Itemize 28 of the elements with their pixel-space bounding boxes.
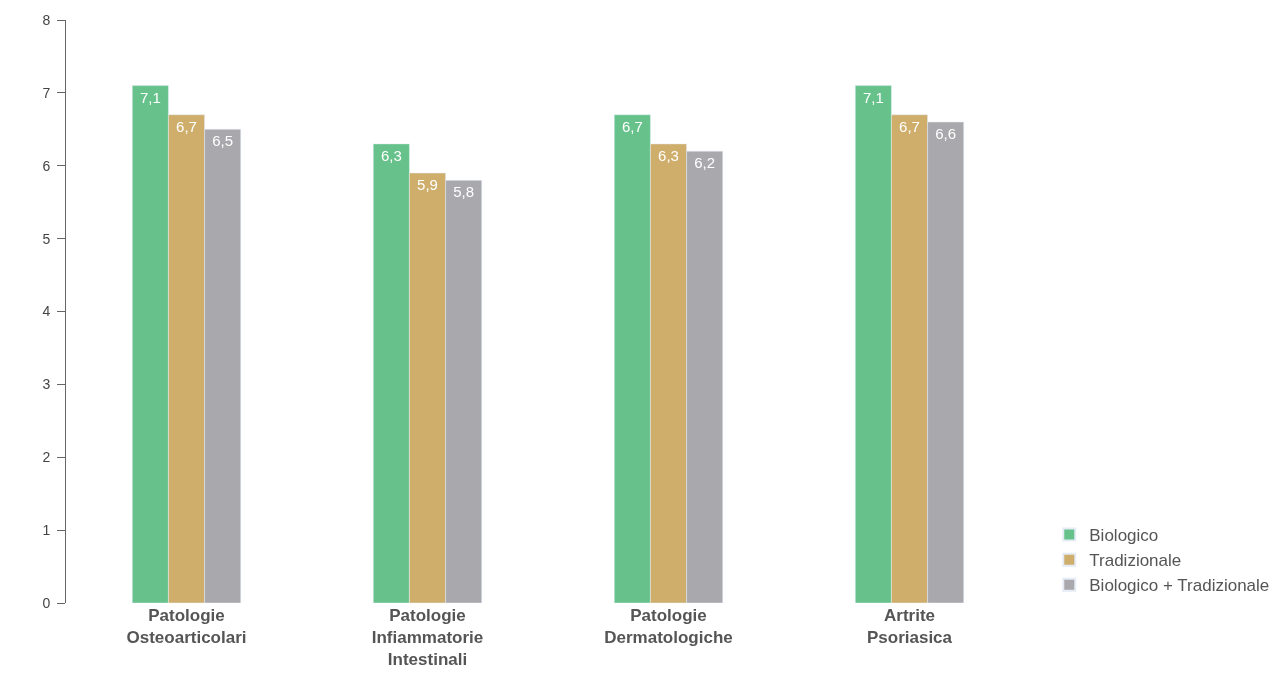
legend-label: Tradizionale	[1089, 551, 1182, 571]
y-tick-label: 0	[42, 594, 51, 611]
data-label: 5,9	[417, 176, 438, 194]
data-label: 7,1	[862, 88, 884, 106]
data-label: 6,7	[621, 117, 643, 135]
y-tick-label: 2	[42, 449, 51, 466]
x-tick-label: Patologie Infiammatorie Intestinali	[371, 606, 484, 670]
y-tick-label: 8	[42, 11, 51, 28]
data-label: 6,3	[658, 146, 679, 164]
data-label: 6,6	[935, 125, 957, 143]
y-tick-label: 7	[42, 84, 51, 101]
legend-label: Biologico	[1089, 526, 1159, 546]
data-label: 6,3	[380, 146, 402, 164]
data-label: 6,5	[212, 132, 234, 150]
y-tick-label: 6	[42, 157, 51, 174]
data-label: 7,1	[139, 88, 161, 106]
data-label: 6,7	[176, 117, 197, 135]
y-tick-label: 4	[42, 303, 51, 320]
y-tick-label: 1	[42, 522, 51, 539]
legend-label: Biologico + Tradizionale	[1089, 576, 1270, 596]
y-tick-label: 5	[42, 230, 51, 247]
x-tick-label: Patologie Osteoarticolari	[126, 606, 247, 648]
x-tick-label: Patologie Dermatologiche	[604, 606, 733, 648]
x-tick-label: Artrite Psoriasica	[866, 606, 953, 648]
data-label: 5,8	[453, 183, 475, 201]
data-label: 6,7	[899, 117, 920, 135]
y-tick-label: 3	[42, 376, 51, 393]
data-label: 6,2	[694, 154, 716, 172]
